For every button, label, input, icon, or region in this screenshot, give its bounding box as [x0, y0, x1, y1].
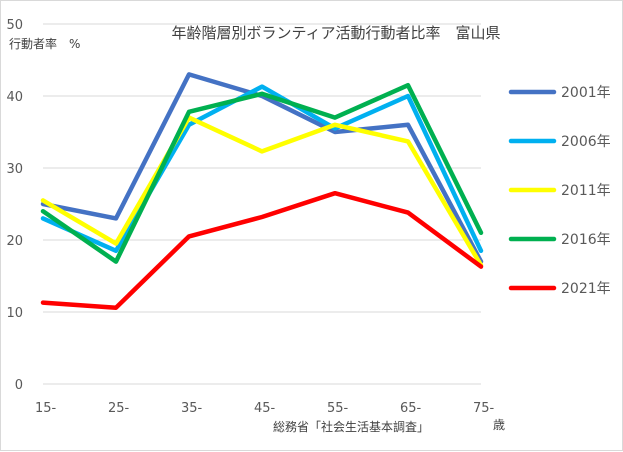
x-tick-label: 35- — [181, 401, 203, 416]
series-line-2006年 — [43, 87, 481, 251]
legend-label: 2021年 — [561, 281, 611, 297]
x-tick-label: 45- — [254, 401, 276, 416]
y-tick-label: 20 — [6, 234, 23, 249]
x-tick-label: 75- — [473, 401, 495, 416]
series-lines — [43, 74, 481, 307]
legend-label: 2011年 — [561, 183, 611, 199]
series-line-2021年 — [43, 193, 481, 308]
gridlines — [43, 24, 481, 384]
legend-label: 2001年 — [561, 85, 611, 101]
source-note: 総務省「社会生活基本調査」 — [273, 419, 429, 434]
y-tick-label: 10 — [6, 306, 23, 321]
y-axis-label: 行動者率 % — [9, 36, 80, 51]
legend-label: 2016年 — [561, 232, 611, 248]
x-tick-label: 65- — [400, 401, 422, 416]
x-axis-label: 歳 — [493, 418, 505, 432]
y-tick-label: 0 — [15, 378, 23, 393]
x-tick-label: 15- — [35, 401, 57, 416]
x-tick-label: 25- — [108, 401, 130, 416]
x-tick-label: 55- — [327, 401, 349, 416]
y-tick-label: 30 — [6, 162, 23, 177]
legend: 2001年 2006年 2011年 2016年 2021年 — [511, 85, 611, 297]
x-axis-ticks: 15- 25- 35- 45- 55- 65- 75- — [35, 401, 495, 416]
chart-title: 年齢階層別ボランティア活動行動者比率 富山県 — [171, 24, 500, 42]
legend-label: 2006年 — [561, 134, 611, 150]
y-tick-label: 50 — [6, 18, 23, 33]
y-tick-label: 40 — [6, 90, 23, 105]
y-axis-ticks: 0 10 20 30 40 50 — [6, 18, 23, 393]
